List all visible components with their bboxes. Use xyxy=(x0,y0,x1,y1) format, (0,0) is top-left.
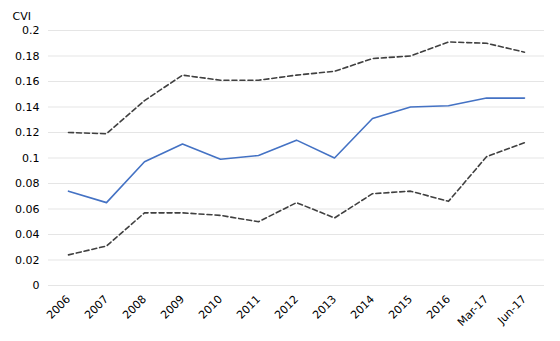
svg-text:0.04: 0.04 xyxy=(15,228,40,241)
svg-text:Mar-17: Mar-17 xyxy=(455,293,491,329)
svg-text:0.14: 0.14 xyxy=(15,101,40,114)
svg-text:0.06: 0.06 xyxy=(15,203,40,216)
svg-text:2016: 2016 xyxy=(424,293,453,322)
svg-text:2012: 2012 xyxy=(272,293,301,322)
svg-text:2013: 2013 xyxy=(310,293,339,322)
svg-text:2006: 2006 xyxy=(44,293,73,322)
svg-text:0.08: 0.08 xyxy=(15,177,40,190)
svg-text:0.1: 0.1 xyxy=(22,152,40,165)
svg-text:0.02: 0.02 xyxy=(15,254,40,267)
svg-text:2007: 2007 xyxy=(82,293,111,322)
svg-text:2010: 2010 xyxy=(196,293,225,322)
svg-text:2008: 2008 xyxy=(120,293,149,322)
svg-text:2011: 2011 xyxy=(234,293,263,322)
svg-text:2009: 2009 xyxy=(158,293,187,322)
svg-text:0.16: 0.16 xyxy=(15,75,40,88)
svg-text:Jun-17: Jun-17 xyxy=(494,293,529,328)
svg-text:0.2: 0.2 xyxy=(22,24,40,37)
svg-text:2015: 2015 xyxy=(386,293,415,322)
svg-text:0.12: 0.12 xyxy=(15,126,40,139)
svg-text:0: 0 xyxy=(33,279,40,292)
svg-text:CVI: CVI xyxy=(13,10,31,23)
svg-text:0.18: 0.18 xyxy=(15,50,40,63)
svg-text:2014: 2014 xyxy=(348,293,377,322)
